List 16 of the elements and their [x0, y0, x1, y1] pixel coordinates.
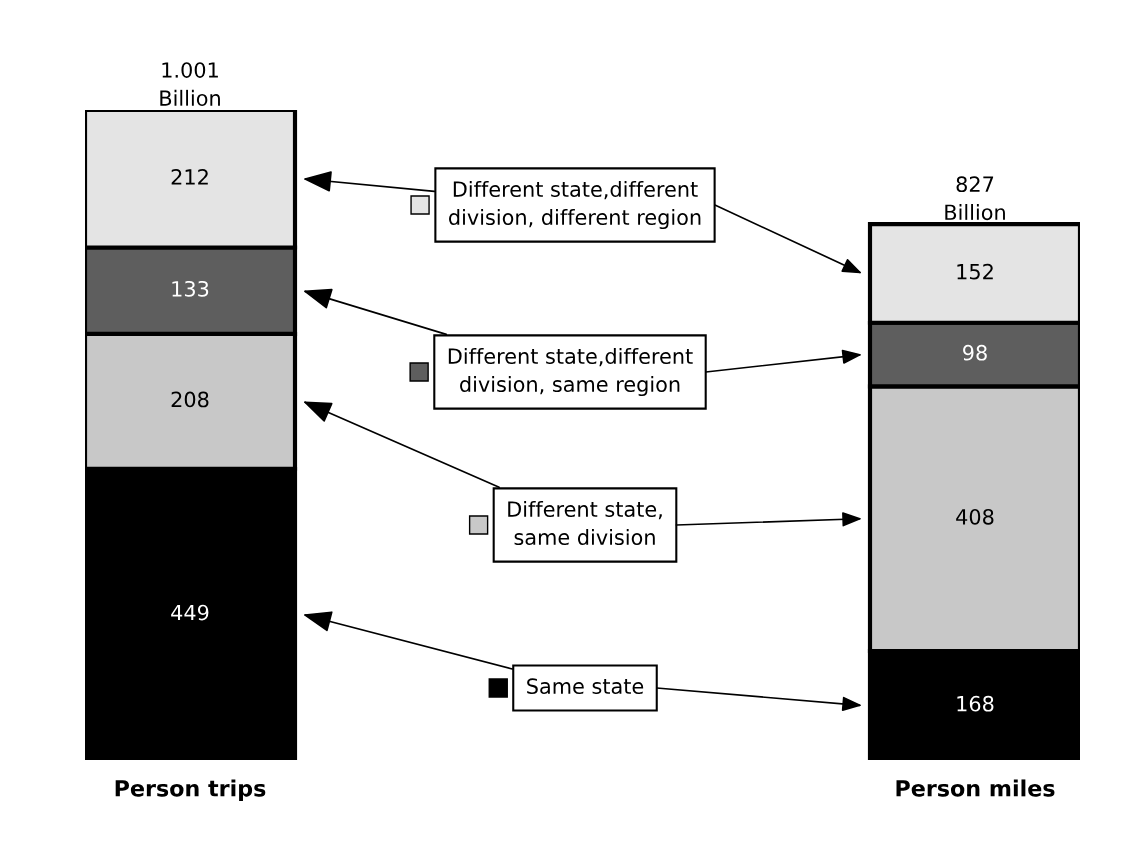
total-label: 1.001 Billion [160, 62, 220, 106]
data-label: 98 [963, 344, 987, 361]
x-tick-label: Person miles [896, 779, 1055, 797]
data-label: 168 [957, 695, 994, 712]
data-label: 208 [171, 391, 209, 408]
legend-label: Different state,different division, same region [448, 347, 693, 397]
legend-label: Same state [527, 678, 644, 695]
data-label: 449 [171, 604, 209, 621]
total-label: 827 Billion [945, 176, 1005, 221]
data-label: 152 [957, 263, 993, 280]
data-label: 212 [171, 169, 208, 185]
legend-label: Different state, same division [508, 500, 662, 546]
data-label: 408 [956, 508, 994, 525]
legend-label: Different state,different division, different region [449, 180, 701, 230]
x-tick-label: Person trips [115, 779, 266, 801]
data-label: 133 [172, 280, 209, 297]
